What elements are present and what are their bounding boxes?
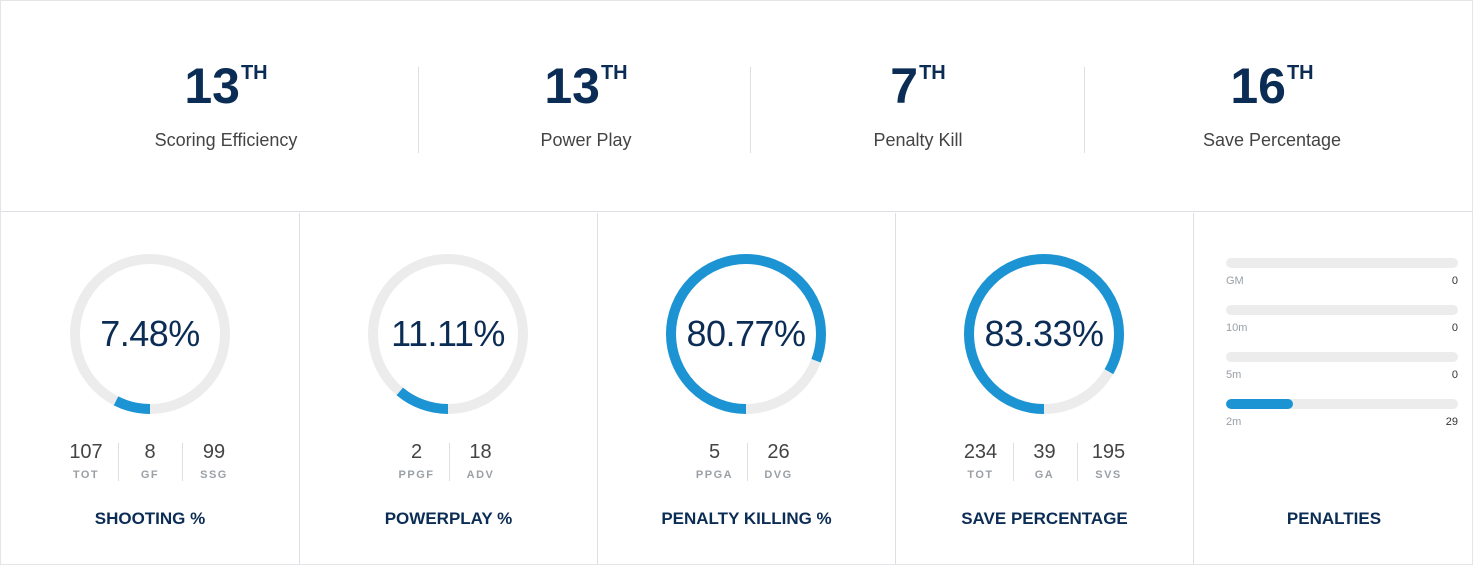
stat-gf: 8 GF [118, 441, 182, 485]
ranking-scoring-efficiency: 13TH Scoring Efficiency [61, 1, 391, 212]
ring-fill [666, 254, 826, 414]
powerplay-card: 11.11% 2 PPGF 18 ADV POWERPLAY % [300, 213, 598, 565]
penalty-bar-track [1226, 352, 1458, 362]
ranking-number: 7TH [890, 58, 946, 114]
penalty-killing-stats: 5 PPGA 26 DVG [598, 441, 895, 485]
card-title: SAVE PERCENTAGE [961, 509, 1128, 528]
ranking-label: Save Percentage [1202, 130, 1342, 150]
penalty-bar-fill [1226, 399, 1294, 409]
penalty-killing-percent-value: 80.77% [686, 313, 806, 354]
rankings-row: 13TH Scoring Efficiency 13TH Power Play … [1, 1, 1473, 212]
penalty-label: 10m [1226, 322, 1248, 334]
penalty-label: GM [1226, 275, 1244, 287]
penalty-value: 0 [1451, 322, 1458, 334]
stat-ppgf: 2 PPGF [398, 441, 435, 481]
penalty-bar-track [1226, 258, 1458, 268]
penalty-killing-ring-gauge: 80.77% [665, 253, 827, 415]
powerplay-stats: 2 PPGF 18 ADV [300, 441, 597, 485]
ranking-label: Power Play [540, 130, 632, 150]
penalty-bar-track [1226, 305, 1458, 315]
ranking-penalty-kill: 7TH Penalty Kill [753, 1, 1083, 212]
ranking-label: Scoring Efficiency [154, 130, 298, 150]
save-percentage-card: 83.33% 234 TOT 39 GA 195 SVS SAVE PERCENTAG… [896, 213, 1194, 565]
powerplay-percent-value: 11.11% [391, 313, 505, 354]
ranking-label: Penalty Kill [873, 130, 963, 150]
stat-tot: 107 TOT [69, 441, 103, 481]
divider [750, 67, 751, 153]
penalty-bar-gm: GM 0 [1226, 258, 1458, 288]
penalty-bar-track [1226, 399, 1458, 409]
penalties-card: GM 0 10m 0 5m 0 2m 29 PENALTIES [1194, 213, 1473, 565]
card-title: PENALTY KILLING % [661, 509, 832, 528]
ranking-number: 13TH [184, 58, 268, 114]
penalty-label: 2m [1226, 416, 1242, 428]
penalty-bar-10m: 10m 0 [1226, 305, 1458, 335]
penalty-value: 0 [1451, 369, 1458, 381]
shooting-percent-value: 7.48% [100, 313, 200, 354]
shooting-card: 7.48% 107 TOT 8 GF 99 SSG SHOOTING % [1, 213, 300, 565]
stat-ppga: 5 PPGA [695, 441, 734, 481]
stat-tot: 234 TOT [963, 441, 998, 481]
penalty-value: 29 [1445, 416, 1458, 428]
card-title: PENALTIES [1286, 509, 1382, 528]
shooting-ring-gauge: 7.48% [69, 253, 231, 415]
stat-ssg: 99 SSG [182, 441, 246, 485]
penalty-label: 5m [1226, 369, 1242, 381]
penalty-value: 0 [1451, 275, 1458, 287]
save-percent-value: 83.33% [984, 313, 1104, 354]
stat-adv: 18 ADV [448, 441, 513, 485]
shooting-stats: 107 TOT 8 GF 99 SSG [1, 441, 299, 485]
ring-fill [368, 254, 528, 414]
powerplay-ring-gauge: 11.11% [367, 253, 529, 415]
penalty-bar-5m: 5m 0 [1226, 352, 1458, 382]
penalty-killing-card: 80.77% 5 PPGA 26 DVG PENALTY KILLING % [598, 213, 896, 565]
divider [418, 67, 419, 153]
penalty-bar-2m: 2m 29 [1226, 399, 1458, 429]
ranking-save-percentage: 16TH Save Percentage [1107, 1, 1437, 212]
stat-dvg: 26 DVG [746, 441, 811, 485]
divider [1084, 67, 1085, 153]
stat-svs: 195 SVS [1076, 441, 1141, 485]
save-percentage-ring-gauge: 83.33% [963, 253, 1125, 415]
save-percentage-stats: 234 TOT 39 GA 195 SVS [896, 441, 1193, 485]
ring-fill [964, 254, 1124, 414]
ranking-number: 16TH [1230, 58, 1314, 114]
ranking-number: 13TH [544, 58, 628, 114]
ranking-power-play: 13TH Power Play [421, 1, 751, 212]
ring-fill [70, 254, 230, 414]
card-title: POWERPLAY % [384, 509, 513, 528]
stat-ga: 39 GA [1012, 441, 1077, 485]
card-title: SHOOTING % [94, 509, 206, 528]
